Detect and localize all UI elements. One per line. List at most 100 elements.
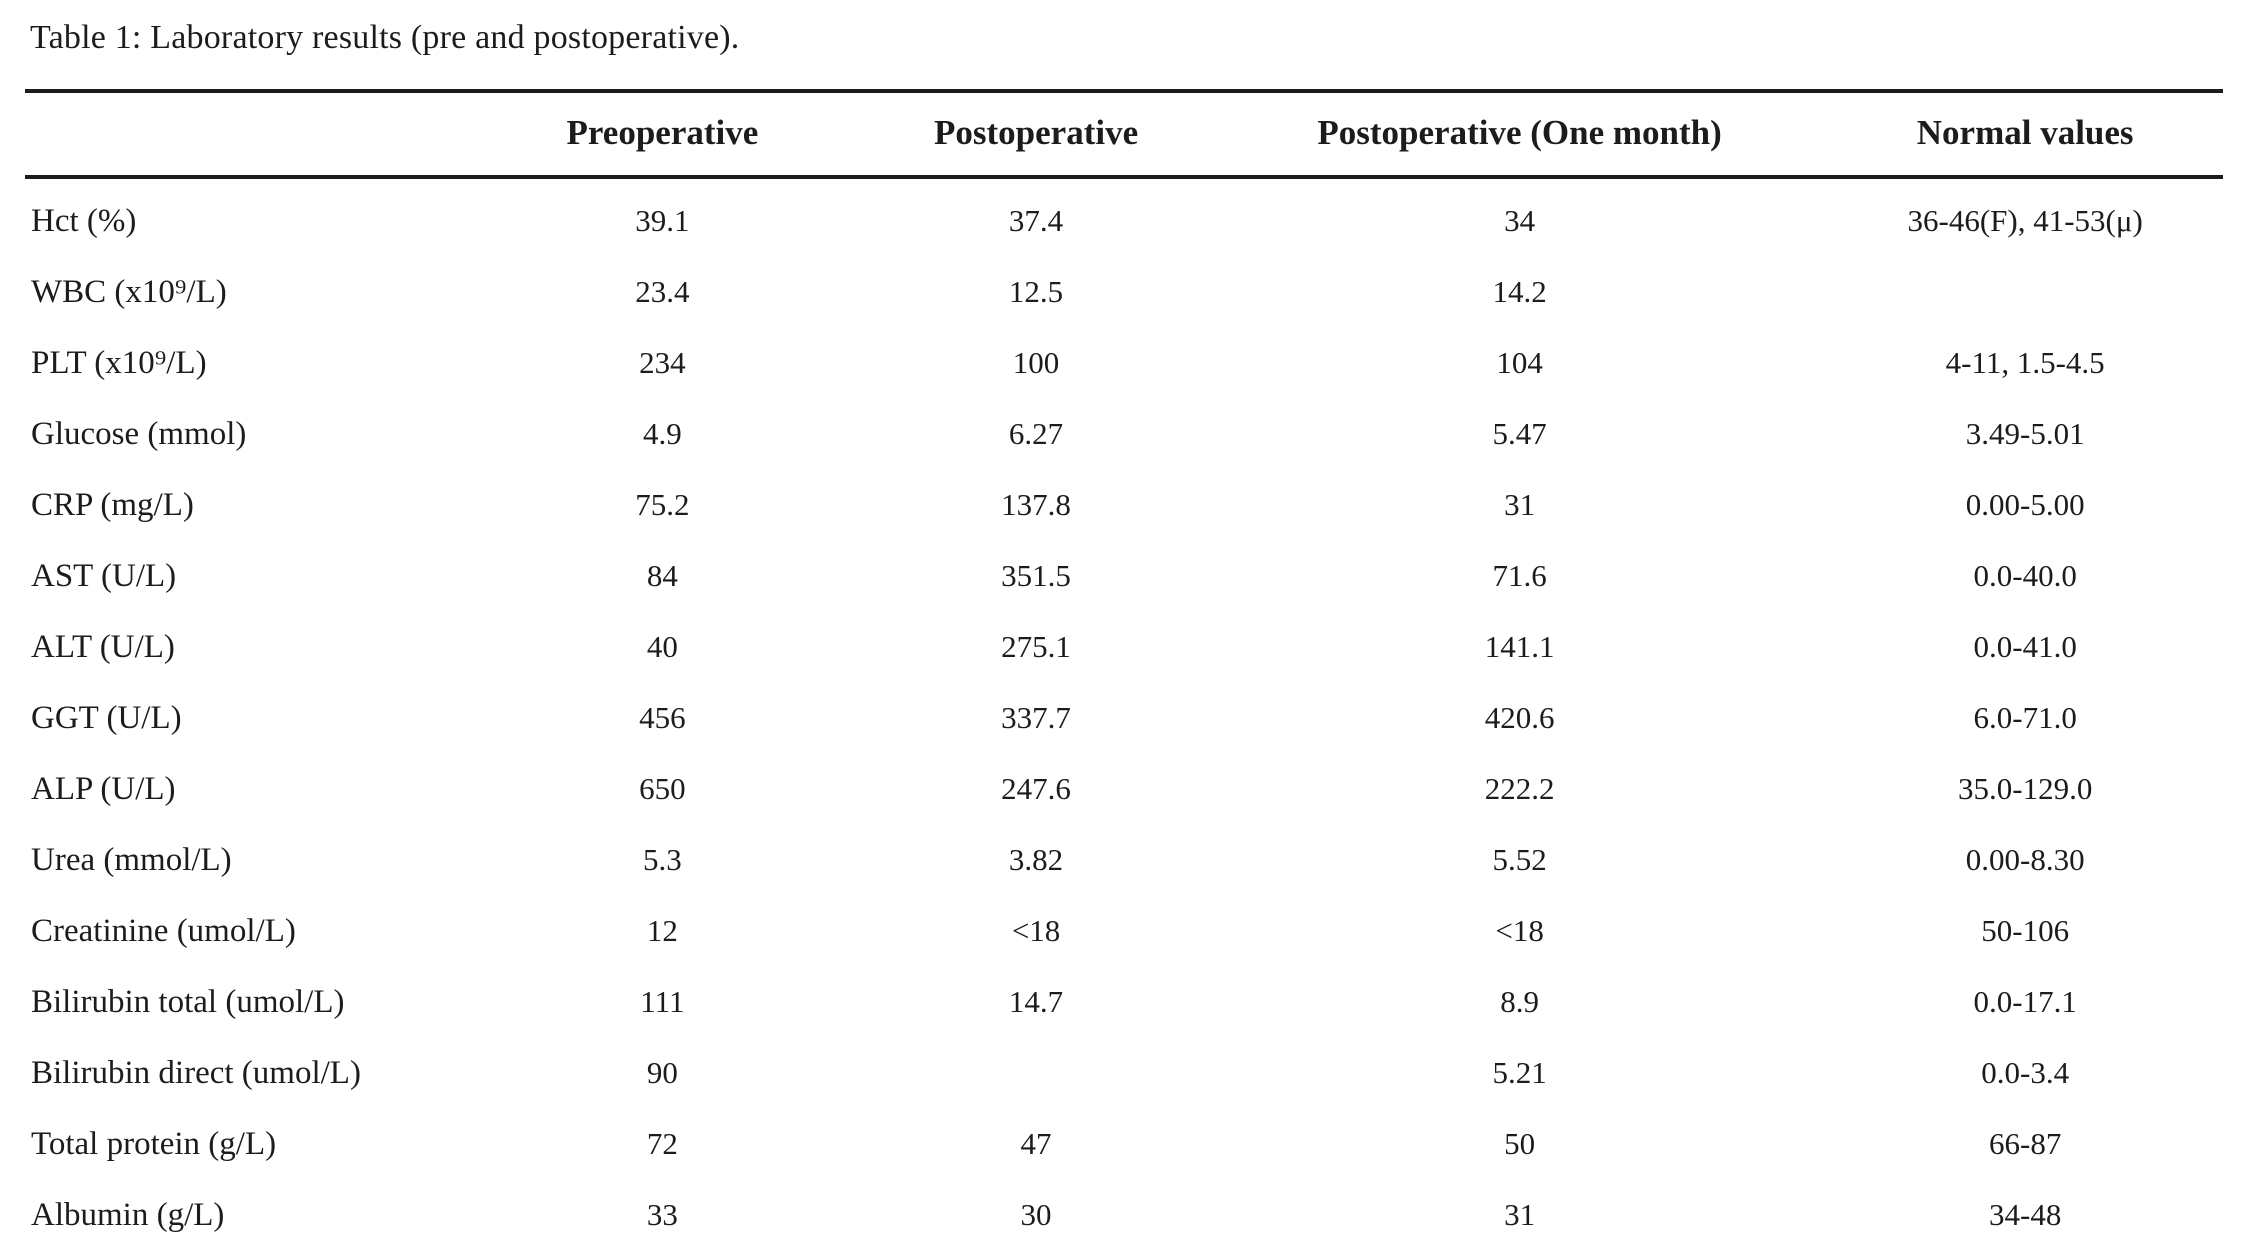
cell-postoperative <box>860 1038 1212 1109</box>
cell-postoperative-one-month: 8.9 <box>1500 984 1539 1020</box>
table-row: Hct (%) 39.1 37.4 34 36-46(F), 41-53(μ) <box>25 177 2223 257</box>
row-label: GGT (U/L) <box>31 699 182 736</box>
cell-normal-values: 0.0-17.1 <box>1973 984 2077 1020</box>
table-row: ALP (U/L) 650 247.6 222.2 35.0-129.0 <box>25 754 2223 825</box>
table-body: Hct (%) 39.1 37.4 34 36-46(F), 41-53(μ) WBC (… <box>25 177 2223 1245</box>
column-header-normal-values: Normal values <box>1827 90 2223 179</box>
cell-postoperative-one-month: 14.2 <box>1492 274 1547 310</box>
row-label: PLT (x10⁹/L) <box>31 344 207 381</box>
cell-postoperative: 3.82 <box>1008 842 1064 878</box>
table-caption: Table 1: Laboratory results (pre and pos… <box>30 19 740 56</box>
cell-postoperative-one-month: 5.47 <box>1492 416 1547 452</box>
table-row: WBC (x10⁹/L) 23.4 12.5 14.2 <box>25 257 2223 328</box>
cell-postoperative-one-month: 5.52 <box>1492 842 1547 878</box>
cell-postoperative-one-month: <18 <box>1495 913 1544 949</box>
cell-normal-values: 50-106 <box>1981 913 2070 949</box>
cell-preoperative: 33 <box>646 1197 678 1233</box>
table-row: AST (U/L) 84 351.5 71.6 0.0-40.0 <box>25 541 2223 612</box>
cell-postoperative: 247.6 <box>1001 771 1071 807</box>
row-label: Bilirubin total (umol/L) <box>31 983 345 1020</box>
cell-postoperative-one-month: 50 <box>1504 1126 1536 1162</box>
cell-postoperative-one-month: 5.21 <box>1492 1055 1547 1091</box>
cell-postoperative-one-month: 222.2 <box>1484 771 1555 807</box>
row-label: AST (U/L) <box>31 557 177 594</box>
table-row: Creatinine (umol/L) 12 <18 <18 50-106 <box>25 896 2223 967</box>
cell-postoperative-one-month: 104 <box>1496 345 1543 381</box>
cell-postoperative: 275.1 <box>1001 629 1071 665</box>
cell-postoperative: 12.5 <box>1008 274 1064 310</box>
table-row: Bilirubin direct (umol/L) 90 5.21 0.0-3.4 <box>25 1038 2223 1109</box>
cell-normal-values: 4-11, 1.5-4.5 <box>1945 345 2105 381</box>
table-row: Albumin (g/L) 33 30 31 34-48 <box>25 1180 2223 1245</box>
row-label: Bilirubin direct (umol/L) <box>31 1054 361 1091</box>
table-row: Total protein (g/L) 72 47 50 66-87 <box>25 1109 2223 1180</box>
row-label: CRP (mg/L) <box>31 486 194 523</box>
cell-preoperative: 75.2 <box>635 487 690 523</box>
cell-normal-values: 0.00-8.30 <box>1965 842 2085 878</box>
row-label: ALP (U/L) <box>31 770 176 807</box>
cell-normal-values: 35.0-129.0 <box>1958 771 2093 807</box>
cell-normal-values: 6.0-71.0 <box>1973 700 2077 736</box>
cell-postoperative: 100 <box>1012 345 1060 381</box>
cell-preoperative: 23.4 <box>635 274 690 310</box>
column-header-postoperative-one-month: Postoperative (One month) <box>1211 90 1828 179</box>
row-label: Hct (%) <box>31 202 137 239</box>
cell-postoperative: 30 <box>1020 1197 1052 1233</box>
table-row: Urea (mmol/L) 5.3 3.82 5.52 0.00-8.30 <box>25 825 2223 896</box>
cell-normal-values <box>1827 257 2223 328</box>
row-label: Creatinine (umol/L) <box>31 912 296 949</box>
row-label: Urea (mmol/L) <box>31 841 232 878</box>
cell-postoperative: 137.8 <box>1001 487 1071 523</box>
lab-results-table: Preoperative Postoperative Postoperative (… <box>25 88 2223 1245</box>
table-header: Preoperative Postoperative Postoperative (… <box>25 90 2223 179</box>
row-label: Total protein (g/L) <box>31 1125 277 1162</box>
cell-postoperative: <18 <box>1011 913 1061 949</box>
cell-normal-values: 34-48 <box>1989 1197 2062 1233</box>
cell-preoperative: 456 <box>639 700 686 736</box>
column-header-label <box>25 90 465 179</box>
table-row: PLT (x10⁹/L) 234 100 104 4-11, 1.5-4.5 <box>25 328 2223 399</box>
row-label: Albumin (g/L) <box>31 1196 225 1233</box>
cell-normal-values: 0.0-40.0 <box>1973 558 2077 594</box>
cell-normal-values: 36-46(F), 41-53(μ) <box>1907 203 2143 239</box>
cell-preoperative: 84 <box>646 558 678 594</box>
cell-postoperative: 14.7 <box>1008 984 1064 1020</box>
cell-preoperative: 4.9 <box>643 416 682 452</box>
cell-postoperative: 351.5 <box>1001 558 1071 594</box>
row-label: ALT (U/L) <box>31 628 175 665</box>
cell-preoperative: 12 <box>646 913 678 949</box>
cell-preoperative: 40 <box>646 629 678 665</box>
table-row: GGT (U/L) 456 337.7 420.6 6.0-71.0 <box>25 683 2223 754</box>
row-label: WBC (x10⁹/L) <box>31 273 227 310</box>
column-header-preoperative: Preoperative <box>464 90 861 179</box>
cell-normal-values: 0.00-5.00 <box>1965 487 2085 523</box>
table-row: ALT (U/L) 40 275.1 141.1 0.0-41.0 <box>25 612 2223 683</box>
row-label: Glucose (mmol) <box>31 415 247 452</box>
cell-preoperative: 111 <box>640 984 685 1020</box>
table-row: Glucose (mmol) 4.9 6.27 5.47 3.49-5.01 <box>25 399 2223 470</box>
cell-normal-values: 66-87 <box>1989 1126 2062 1162</box>
cell-preoperative: 72 <box>646 1126 678 1162</box>
cell-postoperative-one-month: 420.6 <box>1484 700 1555 736</box>
cell-preoperative: 5.3 <box>643 842 682 878</box>
cell-postoperative: 337.7 <box>1001 700 1071 736</box>
cell-preoperative: 650 <box>639 771 686 807</box>
cell-postoperative-one-month: 31 <box>1504 487 1536 523</box>
cell-preoperative: 90 <box>646 1055 678 1091</box>
table-row: CRP (mg/L) 75.2 137.8 31 0.00-5.00 <box>25 470 2223 541</box>
cell-preoperative: 234 <box>639 345 686 381</box>
cell-postoperative-one-month: 71.6 <box>1492 558 1547 594</box>
cell-normal-values: 3.49-5.01 <box>1965 416 2085 452</box>
cell-postoperative: 47 <box>1020 1126 1052 1162</box>
cell-postoperative-one-month: 31 <box>1504 1197 1536 1233</box>
header-row: Preoperative Postoperative Postoperative (… <box>25 90 2223 179</box>
cell-preoperative: 39.1 <box>635 203 690 239</box>
cell-postoperative: 37.4 <box>1008 203 1064 239</box>
cell-normal-values: 0.0-41.0 <box>1973 629 2077 665</box>
column-header-postoperative: Postoperative <box>860 90 1212 179</box>
cell-normal-values: 0.0-3.4 <box>1981 1055 2070 1091</box>
table-row: Bilirubin total (umol/L) 111 14.7 8.9 0.0-17… <box>25 967 2223 1038</box>
cell-postoperative-one-month: 34 <box>1504 203 1536 239</box>
cell-postoperative: 6.27 <box>1008 416 1064 452</box>
